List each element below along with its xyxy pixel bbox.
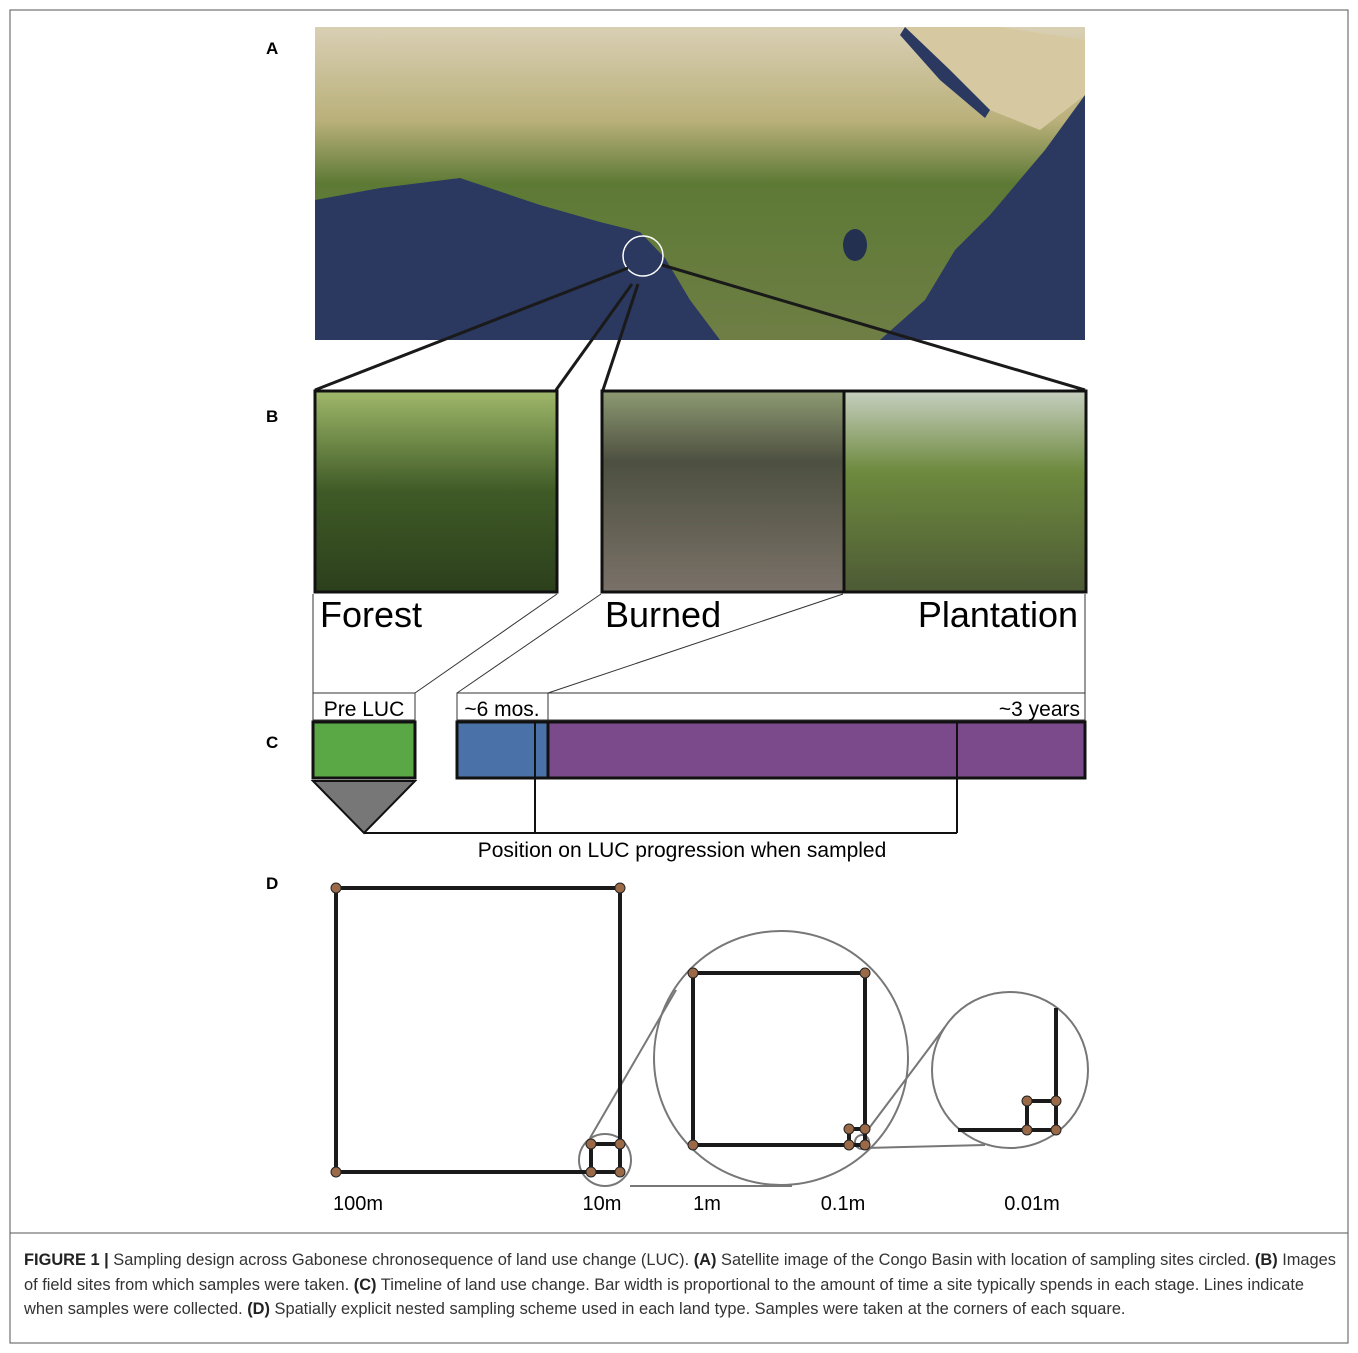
forest-photo <box>315 391 557 592</box>
timeline-label: ~6 mos. <box>464 698 539 721</box>
scale-label: 0.1m <box>821 1193 865 1215</box>
timeline-label: Pre LUC <box>324 698 405 721</box>
caption-bold: (C) <box>354 1276 377 1294</box>
panel-label: D <box>266 874 278 893</box>
timeline-note: Position on LUC progression when sampled <box>478 839 887 862</box>
sample-points <box>331 883 1061 1177</box>
caption-bold: FIGURE 1 | <box>24 1251 109 1269</box>
scale-label: 1m <box>693 1193 721 1215</box>
burned-photo <box>602 391 844 592</box>
caption-bold: (B) <box>1255 1251 1278 1269</box>
plantation-photo <box>844 391 1086 592</box>
page: A B C D Forest Burned Plantation Pre LUC… <box>0 0 1358 1353</box>
caption-bold: (A) <box>694 1251 717 1269</box>
pre-luc-marker <box>313 781 415 833</box>
panel-label: B <box>266 407 278 426</box>
caption: FIGURE 1 | Sampling design across Gabone… <box>24 1248 1342 1322</box>
caption-text: Spatially explicit nested sampling schem… <box>270 1300 1126 1318</box>
zoom-circles <box>579 931 1088 1186</box>
site-label: Burned <box>605 594 721 635</box>
caption-bold: (D) <box>247 1300 270 1318</box>
panel-label: A <box>266 39 278 58</box>
pre-luc-bar <box>313 722 415 778</box>
site-label: Forest <box>320 594 422 635</box>
scale-label: 100m <box>333 1193 383 1215</box>
timeline-label: ~3 years <box>999 698 1080 721</box>
site-label: Plantation <box>918 594 1078 635</box>
map-lake <box>843 229 867 261</box>
caption-text: Satellite image of the Congo Basin with … <box>716 1251 1254 1269</box>
caption-text: Sampling design across Gabonese chronose… <box>109 1251 694 1269</box>
scale-label: 0.01m <box>1004 1193 1060 1215</box>
scale-label: 10m <box>583 1193 622 1215</box>
plots <box>336 888 1056 1172</box>
plantation-bar <box>548 722 1085 778</box>
panel-label: C <box>266 733 278 752</box>
figure: A B C D Forest Burned Plantation Pre LUC… <box>0 0 1358 1353</box>
